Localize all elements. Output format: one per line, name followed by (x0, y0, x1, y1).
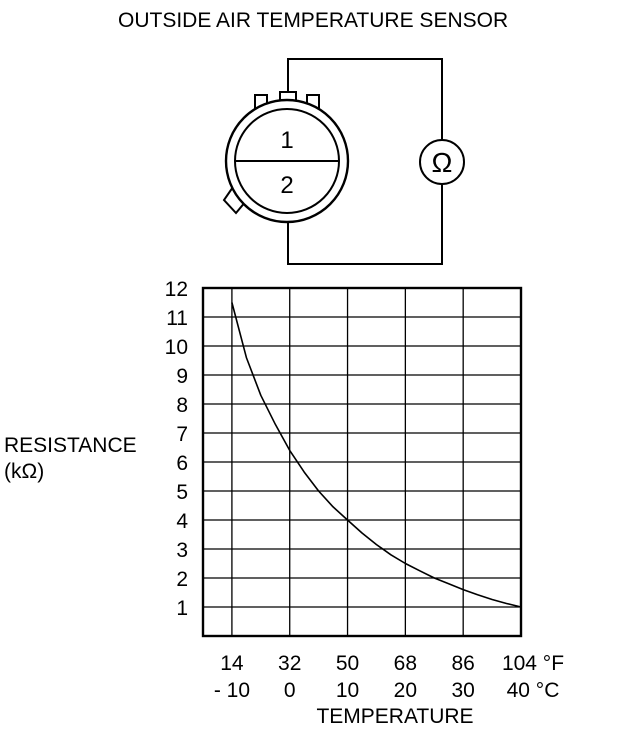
x-tick-label-celsius: 30 (452, 679, 475, 702)
x-tick-label-celsius: 0 (284, 679, 296, 702)
terminal-1-label: 1 (280, 127, 293, 154)
y-tick-label: 9 (176, 365, 188, 388)
plot-frame (201, 286, 523, 638)
wire-bottom (287, 184, 443, 265)
x-tick-label-celsius: 40 °C (507, 679, 560, 702)
series-layer (231, 302, 522, 608)
x-tick-labels: 14 - 10 32 0 50 10 68 20 86 30 104 °F 40 °C (214, 652, 564, 702)
y-tick-label: 12 (165, 278, 188, 301)
x-tick-label-fahrenheit: 50 (336, 652, 359, 675)
ohm-icon: Ω (432, 147, 453, 178)
x-axis-label: TEMPERATURE (316, 705, 473, 728)
y-tick-label: 3 (176, 539, 188, 562)
y-tick-label: 6 (176, 452, 188, 475)
y-tick-label: 10 (165, 336, 188, 359)
sensor-connector (222, 58, 465, 265)
y-tick-label: 2 (176, 568, 188, 591)
y-tick-label: 4 (176, 510, 188, 533)
diagram-title: OUTSIDE AIR TEMPERATURE SENSOR (118, 9, 508, 32)
y-axis-unit: (kΩ) (4, 460, 44, 483)
x-tick-label-fahrenheit: 104 °F (502, 652, 564, 675)
y-tick-label: 5 (176, 481, 188, 504)
y-tick-label: 7 (176, 423, 188, 446)
resistance-curve (231, 302, 522, 608)
x-tick-label-fahrenheit: 32 (278, 652, 301, 675)
ohmmeter-circle (419, 139, 465, 185)
x-tick-label-celsius: 10 (336, 679, 359, 702)
x-tick-label-fahrenheit: 68 (394, 652, 417, 675)
y-tick-label: 11 (166, 307, 188, 330)
x-tick-label-fahrenheit: 86 (452, 652, 475, 675)
x-tick-label-celsius: - 10 (214, 679, 250, 702)
grid (203, 288, 521, 636)
y-axis-label: RESISTANCE (4, 434, 137, 457)
terminal-2-label: 2 (280, 172, 293, 199)
y-tick-label: 1 (176, 597, 188, 620)
x-tick-label-fahrenheit: 14 (220, 652, 244, 675)
wire-top (287, 58, 443, 140)
y-tick-label: 8 (176, 394, 188, 417)
x-tick-label-celsius: 20 (394, 679, 417, 702)
